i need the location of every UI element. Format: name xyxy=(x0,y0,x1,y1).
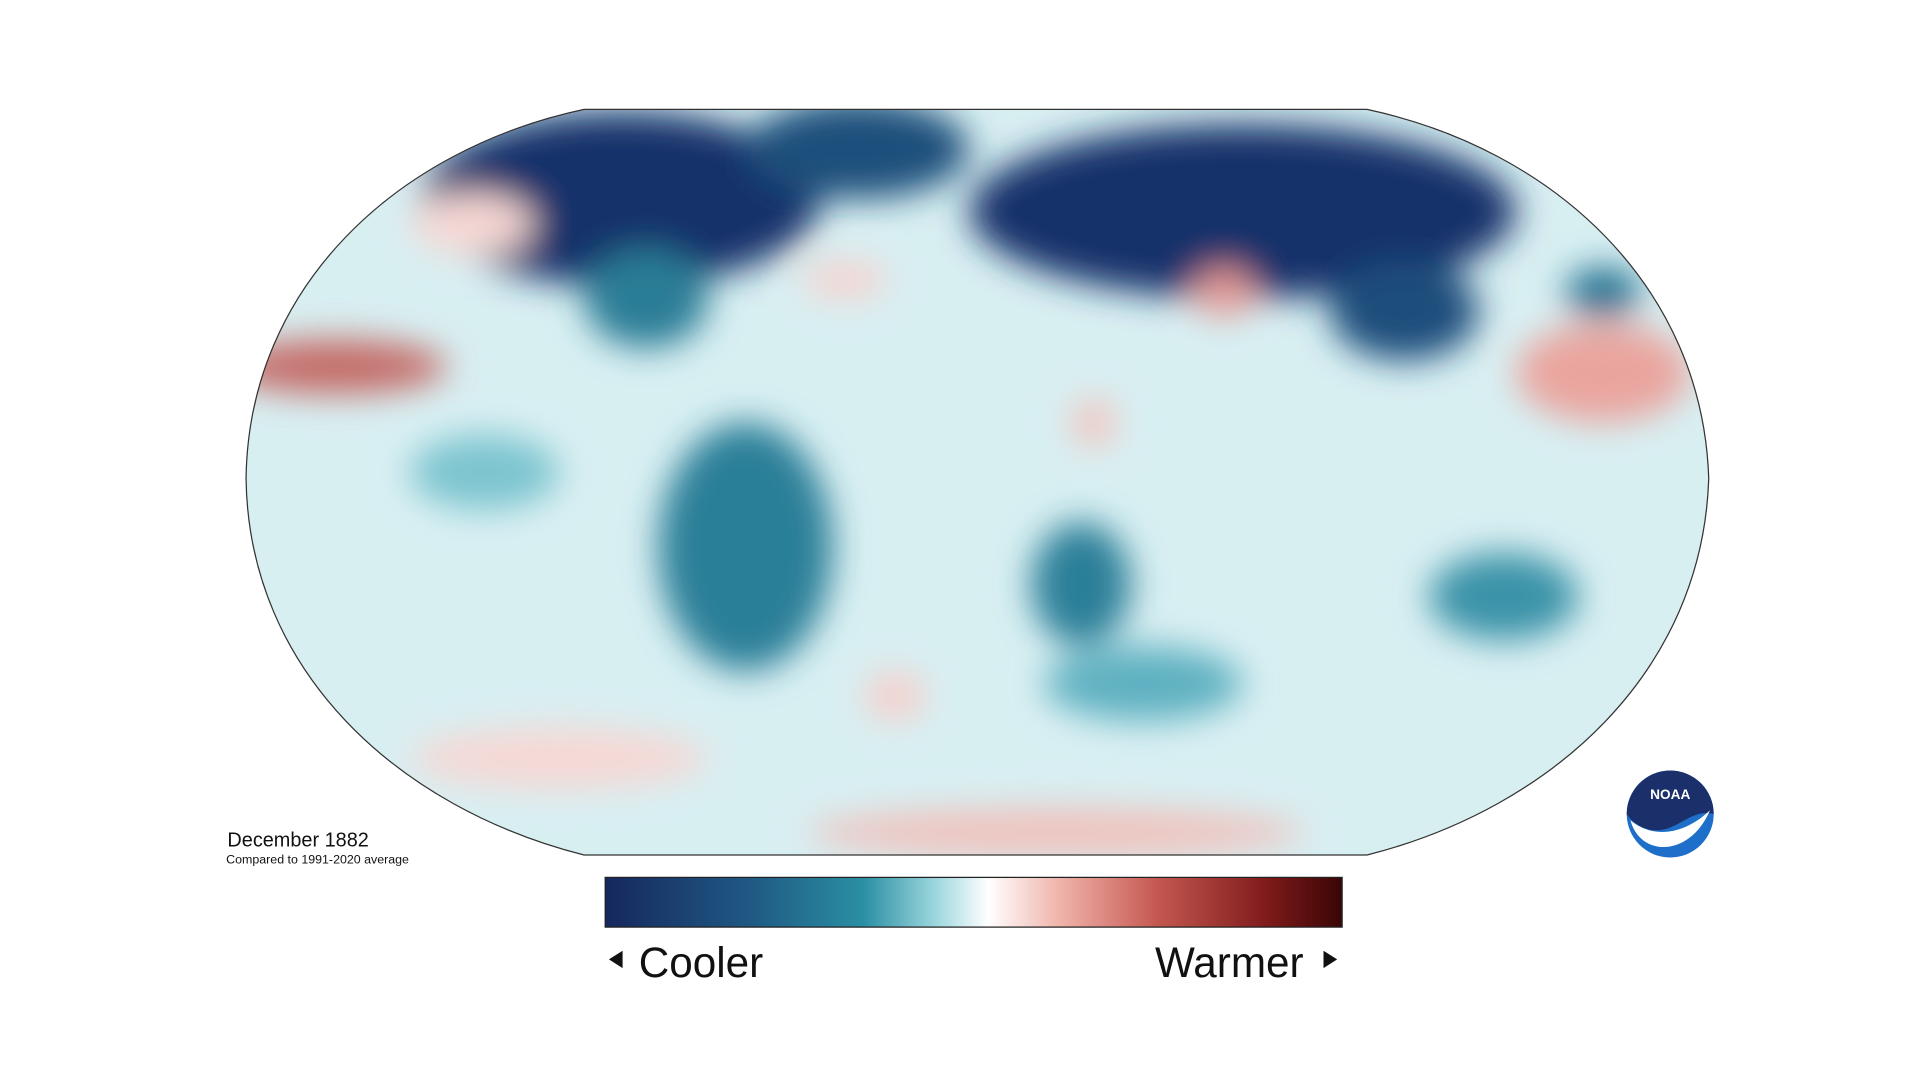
arrow-right xyxy=(1323,950,1338,969)
anomaly-map xyxy=(246,109,1709,856)
arrow-left xyxy=(608,950,623,969)
color-scale xyxy=(604,876,1343,928)
logo-text: NOAA xyxy=(1650,787,1690,802)
map-outline xyxy=(245,108,1710,856)
legend-high: Warmer xyxy=(1155,939,1304,986)
legend-low: Cooler xyxy=(639,939,763,986)
map-title: December 1882 xyxy=(227,829,368,851)
map-subtitle: Compared to 1991-2020 average xyxy=(226,853,409,867)
noaa-logo: NOAA xyxy=(1626,770,1714,858)
